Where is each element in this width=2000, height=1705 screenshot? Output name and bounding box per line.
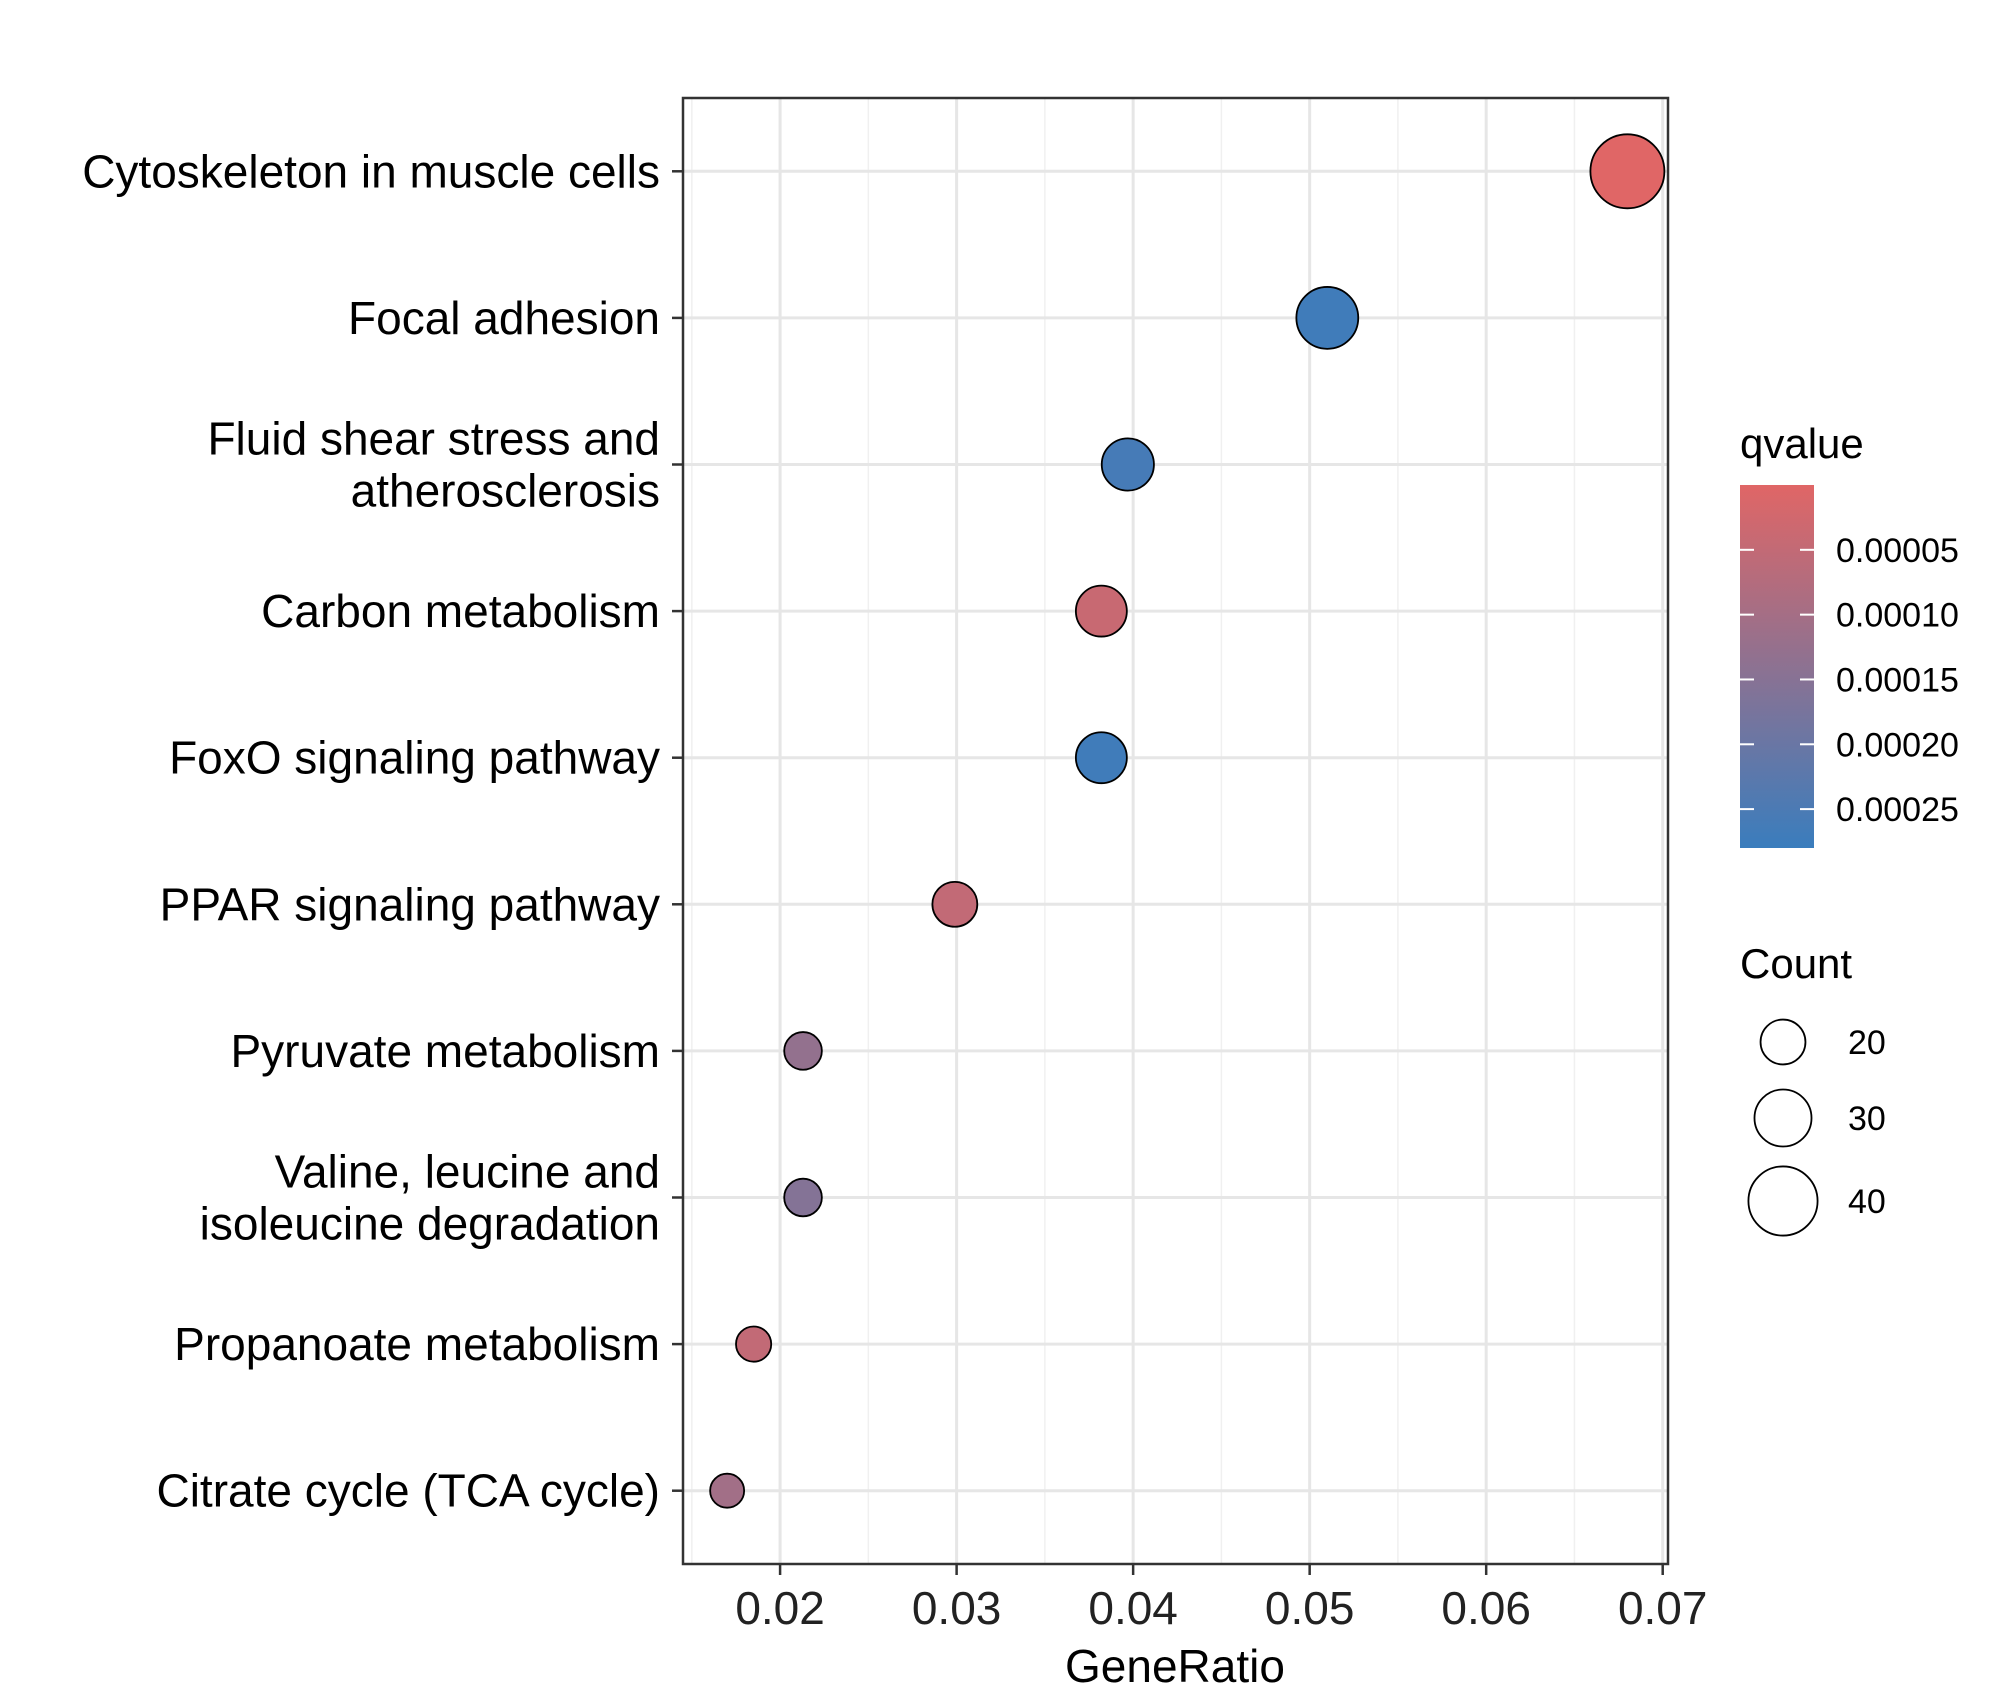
y-category-label: Citrate cycle (TCA cycle) — [156, 1465, 660, 1517]
count-legend-circle — [1747, 1165, 1819, 1237]
x-tick-label: 0.07 — [1618, 1582, 1708, 1634]
data-point — [783, 1177, 823, 1218]
count-legend-circle — [1753, 1088, 1813, 1148]
data-point — [735, 1325, 773, 1363]
colorbar-tick-label: 0.00025 — [1836, 791, 1959, 829]
y-category-label: isoleucine degradation — [200, 1198, 660, 1250]
plot-panel-background — [683, 98, 1668, 1564]
qvalue-legend-ticks: 0.00005 0.00010 0.00015 0.00020 0.00025 — [1740, 532, 1959, 829]
y-category-label: Valine, leucine and — [275, 1146, 660, 1198]
count-legend-title: Count — [1740, 940, 1852, 987]
data-point — [709, 1472, 746, 1509]
x-axis: 0.02 0.03 0.04 0.05 0.06 0.07 — [735, 1564, 1707, 1634]
x-tick-label: 0.04 — [1088, 1582, 1178, 1634]
y-category-label: Focal adhesion — [348, 292, 660, 344]
count-legend-label: 30 — [1848, 1100, 1886, 1138]
data-point — [1074, 731, 1128, 785]
y-category-label: Fluid shear stress and — [207, 413, 660, 465]
x-tick-label: 0.05 — [1265, 1582, 1355, 1634]
colorbar-tick-label: 0.00010 — [1836, 597, 1959, 635]
count-legend-label: 40 — [1848, 1183, 1886, 1221]
data-point — [1074, 584, 1128, 638]
colorbar-tick-label: 0.00020 — [1836, 726, 1959, 764]
y-category-label: Carbon metabolism — [261, 585, 660, 637]
x-tick-label: 0.06 — [1441, 1582, 1531, 1634]
qvalue-colorbar — [1740, 485, 1814, 848]
y-category-label: Propanoate metabolism — [174, 1318, 660, 1370]
count-legend-circle — [1759, 1018, 1807, 1066]
legend: qvalue 0.000050.000100.000150.000200.000… — [1740, 420, 1959, 1237]
data-point — [1100, 437, 1155, 492]
data-point — [1589, 133, 1666, 210]
x-tick-label: 0.02 — [735, 1582, 825, 1634]
y-axis: Cytoskeleton in muscle cells Focal adhesi… — [82, 145, 683, 1517]
y-category-label: Pyruvate metabolism — [231, 1025, 661, 1077]
y-category-label: FoxO signaling pathway — [169, 732, 660, 784]
y-category-label: Cytoskeleton in muscle cells — [82, 145, 660, 197]
count-legend-label: 20 — [1848, 1024, 1886, 1062]
colorbar-tick-label: 0.00005 — [1836, 532, 1959, 570]
qvalue-legend-title: qvalue — [1740, 420, 1864, 467]
y-category-label: atherosclerosis — [351, 465, 660, 517]
y-category-label: PPAR signaling pathway — [160, 878, 660, 930]
data-point — [1295, 286, 1360, 350]
colorbar-tick-label: 0.00015 — [1836, 661, 1959, 699]
x-axis-title: GeneRatio — [1065, 1640, 1285, 1692]
grid-lines — [683, 98, 1668, 1564]
data-point — [783, 1031, 823, 1071]
count-legend-keys: 20 30 40 — [1747, 1018, 1886, 1237]
plot-panel-border — [681, 96, 1670, 1566]
x-tick-label: 0.03 — [912, 1582, 1002, 1634]
data-points — [709, 133, 1666, 1509]
data-point — [931, 880, 979, 928]
